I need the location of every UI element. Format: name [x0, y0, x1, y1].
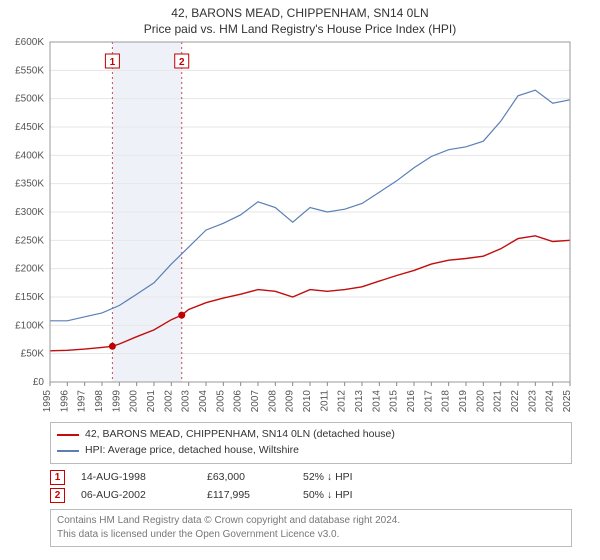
svg-text:2022: 2022 — [510, 390, 521, 413]
svg-text:2002: 2002 — [163, 390, 174, 413]
sale-price: £117,995 — [207, 489, 297, 501]
svg-text:£100K: £100K — [15, 320, 44, 331]
sale-marker-icon: 2 — [50, 488, 65, 503]
legend-item-hpi: HPI: Average price, detached house, Wilt… — [57, 443, 565, 459]
attribution-line: This data is licensed under the Open Gov… — [57, 528, 565, 542]
svg-text:2005: 2005 — [215, 390, 226, 413]
svg-text:2003: 2003 — [181, 390, 192, 413]
legend-label: 42, BARONS MEAD, CHIPPENHAM, SN14 0LN (d… — [85, 427, 395, 443]
sale-vs-hpi: 50% ↓ HPI — [303, 489, 403, 501]
svg-text:1997: 1997 — [77, 390, 88, 413]
svg-text:£50K: £50K — [21, 349, 45, 360]
svg-text:£400K: £400K — [15, 150, 44, 161]
svg-text:2015: 2015 — [389, 390, 400, 413]
attribution: Contains HM Land Registry data © Crown c… — [50, 509, 572, 547]
chart-title: 42, BARONS MEAD, CHIPPENHAM, SN14 0LN — [0, 6, 600, 20]
svg-text:£200K: £200K — [15, 264, 44, 275]
svg-text:2024: 2024 — [545, 390, 556, 413]
svg-text:2023: 2023 — [527, 390, 538, 413]
svg-text:2008: 2008 — [267, 390, 278, 413]
svg-text:1996: 1996 — [59, 390, 70, 413]
svg-text:£550K: £550K — [15, 65, 44, 76]
svg-text:£450K: £450K — [15, 122, 44, 133]
legend-swatch — [57, 450, 79, 452]
sale-row: 1 14-AUG-1998 £63,000 52% ↓ HPI — [50, 470, 572, 485]
svg-text:2007: 2007 — [250, 390, 261, 413]
svg-text:2020: 2020 — [475, 390, 486, 413]
svg-text:2000: 2000 — [129, 390, 140, 413]
sale-marker-icon: 1 — [50, 470, 65, 485]
svg-text:£300K: £300K — [15, 207, 44, 218]
svg-text:1: 1 — [110, 57, 116, 68]
svg-text:2019: 2019 — [458, 390, 469, 413]
legend-label: HPI: Average price, detached house, Wilt… — [85, 443, 299, 459]
svg-text:£500K: £500K — [15, 94, 44, 105]
svg-text:2013: 2013 — [354, 390, 365, 413]
svg-text:2009: 2009 — [285, 390, 296, 413]
svg-text:2001: 2001 — [146, 390, 157, 413]
attribution-line: Contains HM Land Registry data © Crown c… — [57, 514, 565, 528]
svg-text:£0: £0 — [33, 377, 45, 388]
chart-subtitle: Price paid vs. HM Land Registry's House … — [0, 22, 600, 36]
line-chart: £0 £50K £100K £150K £200K £250K £300K £350K £400… — [0, 36, 600, 416]
svg-text:1999: 1999 — [111, 390, 122, 413]
svg-text:£150K: £150K — [15, 292, 44, 303]
svg-text:1998: 1998 — [94, 390, 105, 413]
chart-container: 42, BARONS MEAD, CHIPPENHAM, SN14 0LN Pr… — [0, 0, 600, 560]
svg-text:£350K: £350K — [15, 179, 44, 190]
sale-date: 06-AUG-2002 — [81, 489, 201, 501]
svg-text:2004: 2004 — [198, 390, 209, 413]
svg-text:1995: 1995 — [42, 390, 53, 413]
sale-price: £63,000 — [207, 471, 297, 483]
svg-text:2025: 2025 — [562, 390, 573, 413]
svg-text:2018: 2018 — [441, 390, 452, 413]
legend: 42, BARONS MEAD, CHIPPENHAM, SN14 0LN (d… — [50, 422, 572, 464]
svg-text:2006: 2006 — [233, 390, 244, 413]
svg-text:£600K: £600K — [15, 37, 44, 48]
svg-text:2017: 2017 — [423, 390, 434, 413]
svg-text:2014: 2014 — [371, 390, 382, 413]
svg-text:2012: 2012 — [337, 390, 348, 413]
svg-text:2016: 2016 — [406, 390, 417, 413]
sale-date: 14-AUG-1998 — [81, 471, 201, 483]
legend-swatch — [57, 434, 79, 436]
svg-text:2: 2 — [179, 57, 185, 68]
sale-vs-hpi: 52% ↓ HPI — [303, 471, 403, 483]
sales-table: 1 14-AUG-1998 £63,000 52% ↓ HPI 2 06-AUG… — [50, 470, 572, 503]
svg-text:2021: 2021 — [493, 390, 504, 413]
sale-row: 2 06-AUG-2002 £117,995 50% ↓ HPI — [50, 488, 572, 503]
svg-text:2010: 2010 — [302, 390, 313, 413]
svg-text:2011: 2011 — [319, 390, 330, 412]
legend-item-price-paid: 42, BARONS MEAD, CHIPPENHAM, SN14 0LN (d… — [57, 427, 565, 443]
svg-text:£250K: £250K — [15, 235, 44, 246]
